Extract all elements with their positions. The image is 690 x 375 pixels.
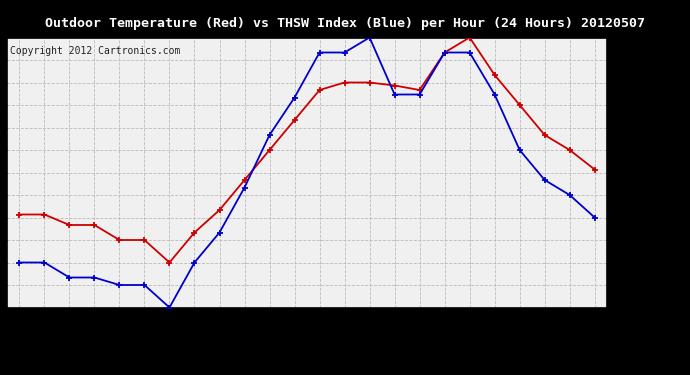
Text: Copyright 2012 Cartronics.com: Copyright 2012 Cartronics.com [10,46,180,56]
Text: Outdoor Temperature (Red) vs THSW Index (Blue) per Hour (24 Hours) 20120507: Outdoor Temperature (Red) vs THSW Index … [45,17,645,30]
